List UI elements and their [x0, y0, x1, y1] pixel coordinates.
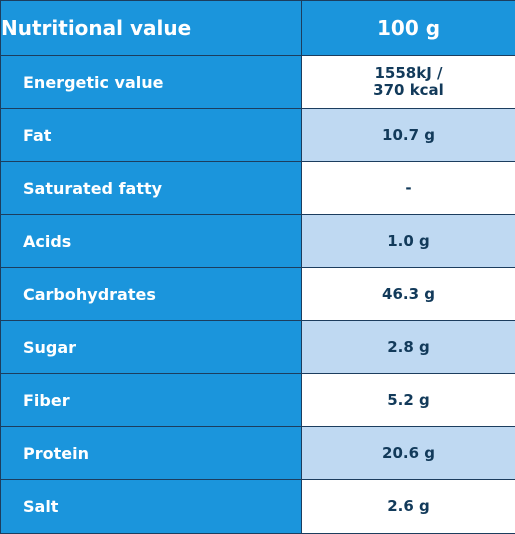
row-label-saturated-fatty: Saturated fatty [1, 162, 302, 215]
row-label-acids: Acids [1, 215, 302, 268]
row-label-fiber: Fiber [1, 374, 302, 427]
header-value: 100 g [302, 1, 515, 56]
row-value-acids: 1.0 g [302, 215, 515, 268]
row-value-salt: 2.6 g [302, 480, 515, 533]
row-value-energetic-value: 1558kJ / 370 kcal [302, 56, 515, 109]
row-value-fiber: 5.2 g [302, 374, 515, 427]
header-label: Nutritional value [1, 1, 302, 56]
row-label-carbohydrates: Carbohydrates [1, 268, 302, 321]
row-value-saturated-fatty: - [302, 162, 515, 215]
row-label-protein: Protein [1, 427, 302, 480]
row-label-sugar: Sugar [1, 321, 302, 374]
row-value-sugar: 2.8 g [302, 321, 515, 374]
row-value-carbohydrates: 46.3 g [302, 268, 515, 321]
row-value-fat: 10.7 g [302, 109, 515, 162]
row-label-salt: Salt [1, 480, 302, 533]
row-value-protein: 20.6 g [302, 427, 515, 480]
row-label-energetic-value: Energetic value [1, 56, 302, 109]
row-label-fat: Fat [1, 109, 302, 162]
